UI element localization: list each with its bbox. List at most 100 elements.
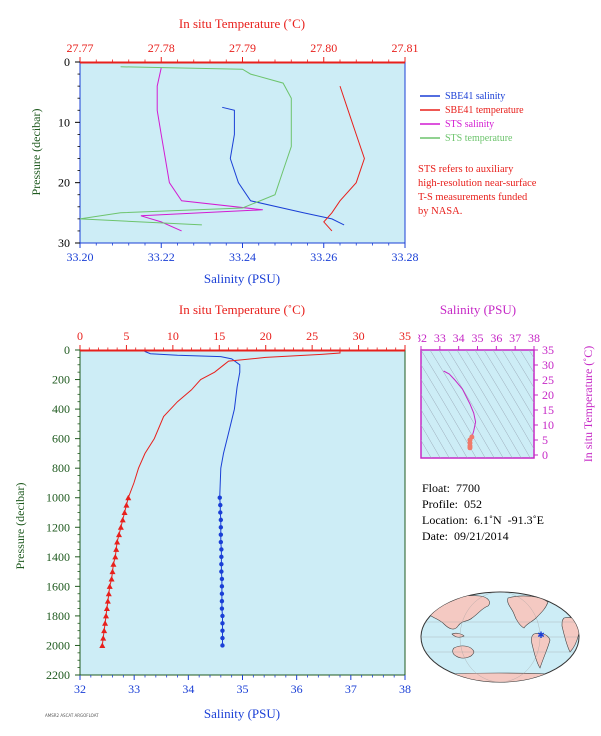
top-panel-pressure-tick-label: 30	[58, 236, 70, 250]
ts-inset-salinity-tick-label: 37	[509, 331, 521, 345]
top-panel-temperature-tick-label: 27.77	[67, 41, 94, 55]
main-panel-bottom-axis-title: Salinity (PSU)	[204, 706, 280, 721]
sts-note: STS refers to auxiliary high-resolution …	[418, 163, 536, 219]
main-panel-temperature-tick-label: 25	[306, 329, 318, 343]
top-panel-chart: In situ Temperature (˚C) Salinity (PSU) …	[29, 16, 419, 286]
ts-inset-density-contour	[421, 439, 432, 458]
temperature-sample-point	[109, 568, 116, 575]
main-panel-salinity-tick-label: 32	[74, 682, 86, 696]
top-panel-salinity-tick-label: 33.22	[148, 250, 175, 264]
ts-inset-density-contour	[429, 350, 495, 458]
map-landmass-north-america	[507, 595, 549, 629]
temperature-sample-point	[112, 553, 119, 560]
top-panel-salinity-tick-label: 33.20	[67, 250, 94, 264]
salinity-sample-point	[220, 613, 225, 619]
salinity-sample-point	[220, 635, 225, 641]
salinity-sample-point	[219, 576, 225, 582]
ts-inset-temperature-tick-label: 15	[542, 403, 554, 417]
main-panel-pressure-tick-label: 1600	[46, 579, 70, 593]
ts-inset-temperature-tick-label: 10	[542, 418, 554, 432]
main-panel-pressure-tick-label: 1400	[46, 550, 70, 564]
salinity-sample-point	[219, 606, 225, 611]
float-location: Location: 6.1˚N -91.3˚E	[422, 513, 544, 527]
temperature-sample-point	[99, 642, 106, 648]
ts-inset-temperature-tick-label: 20	[542, 388, 554, 402]
sts-temperature-line	[79, 66, 292, 226]
main-panel-temperature-tick-label: 30	[353, 329, 365, 343]
map-landmass-south-america	[531, 632, 551, 669]
top-panel-salinity-tick-label: 33.26	[310, 250, 337, 264]
temperature-sample-point	[104, 598, 111, 604]
map-landmass-greenland	[553, 592, 565, 602]
salinity-sample-point	[218, 525, 224, 530]
main-panel-temperature-tick-label: 20	[260, 329, 272, 343]
temperature-sample-point	[103, 612, 109, 619]
salinity-sample-point	[218, 510, 223, 515]
map-graticule	[421, 592, 579, 682]
top-panel-legend: SBE41 salinity SBE41 temperature STS sal…	[420, 91, 524, 144]
main-panel-salinity-tick-label: 38	[399, 682, 411, 696]
ts-inset-density-contour	[421, 393, 459, 458]
main-panel-pressure-tick-label: 1800	[46, 609, 70, 623]
footer-text: AMSR2 ASCAT ARGOFLOAT	[45, 713, 99, 718]
ts-inset-density-contour	[421, 424, 441, 458]
main-panel-pressure-tick-label: 2000	[46, 638, 70, 652]
ts-inset-density-contour	[421, 378, 468, 458]
map-landmass-indonesia	[451, 632, 465, 638]
ts-inset-density-contour	[438, 350, 504, 458]
main-panel-pressure-tick-label: 800	[52, 461, 70, 475]
main-temperature-line	[127, 350, 341, 498]
ts-inset-density-contour	[421, 350, 486, 458]
temperature-sample-point	[119, 516, 126, 523]
temperature-sample-point	[103, 605, 110, 612]
main-panel-salinity-tick-label: 37	[345, 682, 357, 696]
sbe41-salinity-line	[222, 106, 345, 226]
ts-inset-density-contour	[492, 350, 534, 419]
temperature-sample-point	[106, 583, 113, 589]
top-panel-salinity-tick-label: 33.28	[392, 250, 419, 264]
salinity-sample-point	[219, 598, 225, 604]
map-landmass-antarctica	[427, 672, 575, 682]
main-panel-temperature-tick-label: 10	[167, 329, 179, 343]
main-panel-left-axis-title: Pressure (decibar)	[13, 483, 27, 570]
legend-label-sbe41-salinity: SBE41 salinity	[445, 91, 505, 102]
ts-inset-temperature-tick-label: 0	[542, 448, 548, 462]
top-panel-temperature-tick-label: 27.78	[148, 41, 175, 55]
salinity-sample-point	[218, 502, 223, 508]
ts-inset-salinity-tick-label: 32	[418, 331, 427, 345]
main-panel-temperature-tick-label: 35	[399, 329, 411, 343]
ts-inset-density-contour	[465, 350, 531, 458]
main-panel-pressure-tick-label: 0	[64, 343, 70, 357]
ts-inset-salinity-tick-label: 34	[453, 331, 465, 345]
float-id: Float: 7700	[422, 481, 481, 495]
salinity-sample-point	[220, 621, 225, 626]
salinity-sample-point	[218, 539, 224, 545]
salinity-sample-point	[219, 562, 224, 567]
main-salinity-line	[144, 350, 241, 498]
main-panel-temperature-tick-label: 15	[213, 329, 225, 343]
main-panel-pressure-tick-label: 2200	[46, 668, 70, 682]
ts-inset-top-axis-title: Salinity (PSU)	[440, 302, 516, 317]
top-panel-temperature-tick-label: 27.79	[229, 41, 256, 55]
top-panel-temperature-tick-label: 27.81	[392, 41, 419, 55]
salinity-sample-point	[219, 591, 225, 596]
salinity-sample-point	[218, 517, 224, 523]
main-panel-pressure-tick-label: 1200	[46, 520, 70, 534]
ts-inset-salinity-tick-label: 35	[472, 331, 484, 345]
ts-inset-temperature-tick-label: 25	[542, 373, 554, 387]
sbe41-temperature-line	[323, 85, 365, 232]
profile-number: Profile: 052	[422, 497, 482, 511]
ts-inset-density-contour	[474, 350, 534, 450]
ts-inset-temperature-tick-label: 5	[542, 433, 548, 447]
top-panel-plot-area	[79, 61, 406, 244]
ts-inset-salinity-tick-label: 36	[490, 331, 502, 345]
ts-inset-density-contour	[519, 350, 534, 374]
ts-inset-density-contour	[421, 364, 477, 458]
legend-label-sts-temperature: STS temperature	[445, 133, 513, 144]
profile-date: Date: 09/21/2014	[422, 529, 509, 543]
top-panel-pressure-tick-label: 0	[64, 55, 70, 69]
main-panel-chart: In situ Temperature (˚C) Salinity (PSU) …	[13, 302, 411, 721]
temperature-sample-point	[108, 575, 115, 582]
sts-note-line: by NASA.	[418, 206, 463, 217]
main-panel-salinity-tick-label: 36	[291, 682, 303, 696]
